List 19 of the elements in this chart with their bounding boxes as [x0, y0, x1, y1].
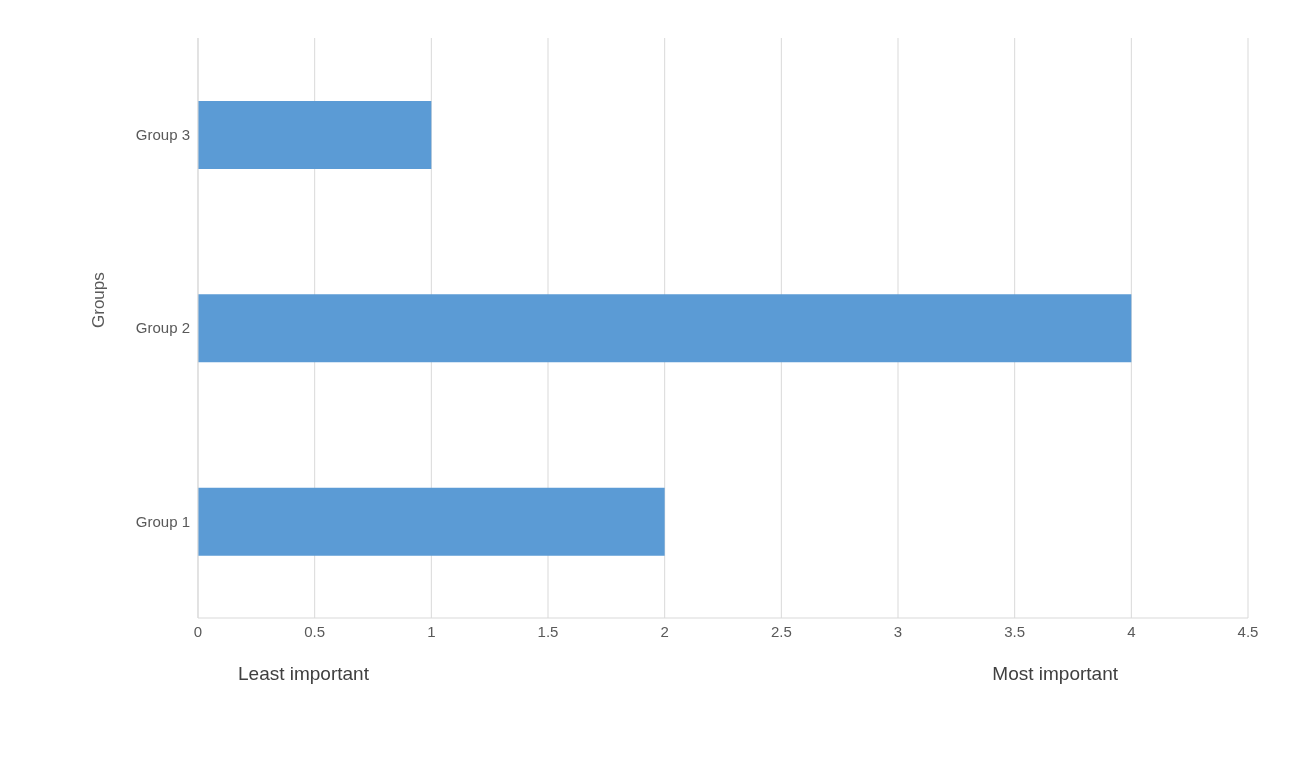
x-tick-label: 1 — [427, 622, 436, 640]
y-tick-label: Group 1 — [135, 512, 190, 530]
x-tick-label: 1.5 — [537, 622, 559, 640]
x-tick-label: 0 — [193, 622, 203, 640]
text: Least important — [238, 663, 369, 685]
x-tick-label: 4.5 — [1237, 622, 1259, 640]
x-tick-label: 0.5 — [304, 622, 326, 640]
x-tick-label: 4 — [1127, 622, 1136, 640]
y-tick-label: Group 3 — [135, 125, 190, 143]
x-tick-label: 3.5 — [1004, 622, 1026, 640]
x-tick-label: 2.5 — [770, 622, 792, 640]
text: Most important — [992, 663, 1118, 685]
y-axis-title: Groups — [89, 272, 109, 328]
x-tick-label: 2 — [660, 622, 669, 640]
bar — [198, 487, 665, 556]
x-tick-label: 3 — [893, 622, 903, 640]
y-tick-label: Group 2 — [135, 319, 190, 337]
bar — [198, 101, 432, 169]
bar — [198, 294, 1132, 363]
